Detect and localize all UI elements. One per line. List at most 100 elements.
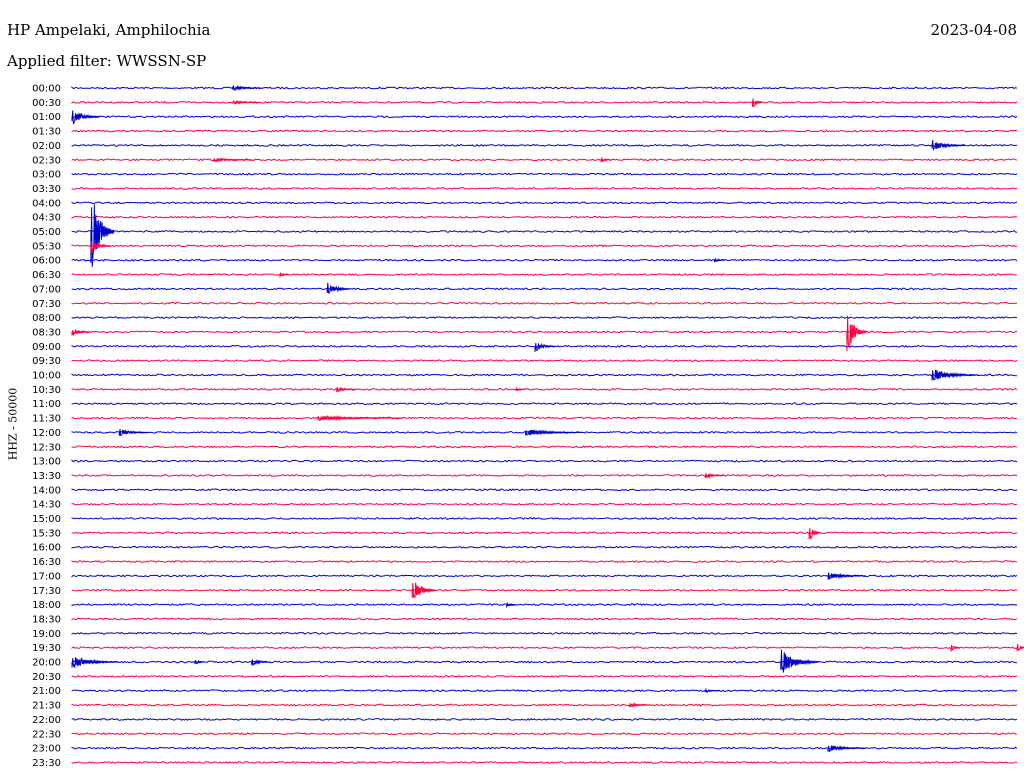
event-burst [600, 157, 611, 163]
trace-line [71, 100, 1018, 104]
row-time-label: 07:00 [32, 284, 61, 295]
trace-line [71, 488, 1018, 492]
trace-line [71, 660, 1018, 664]
trace-line [71, 416, 1018, 420]
trace-line [71, 717, 1018, 721]
event-burst [90, 204, 115, 267]
event-burst [279, 272, 290, 278]
event-burst [827, 745, 866, 753]
event-burst [827, 572, 866, 580]
trace-line [71, 316, 1018, 320]
event-burst [931, 369, 980, 381]
row-time-label: 23:30 [32, 758, 61, 769]
trace-line [71, 215, 1018, 219]
event-burst [336, 386, 356, 393]
row-time-label: 01:30 [32, 127, 61, 138]
trace-rows: 00:00 00:30 01:00 01:30 02:00 02:30 03:00 03:30… [32, 84, 1024, 769]
event-burst [714, 258, 724, 263]
event-burst [704, 687, 720, 693]
row-time-label: 19:30 [32, 643, 61, 654]
row-time-label: 08:00 [32, 313, 61, 324]
trace-line [71, 387, 1018, 391]
trace-line [71, 545, 1018, 549]
event-burst [534, 342, 555, 352]
row-time-label: 21:00 [32, 686, 61, 697]
row-time-label: 03:00 [32, 170, 61, 181]
trace-line [71, 674, 1018, 678]
event-burst [71, 328, 92, 337]
event-burst [71, 110, 101, 125]
event-burst [950, 644, 961, 652]
row-time-label: 00:30 [32, 98, 61, 109]
event-burst [90, 241, 111, 253]
row-time-label: 10:30 [32, 385, 61, 396]
event-burst [704, 473, 725, 479]
trace-line [71, 172, 1018, 176]
event-burst [515, 386, 526, 392]
event-burst [525, 429, 582, 436]
row-time-label: 18:00 [32, 600, 61, 611]
filter-label: Applied filter: WWSSN-SP [7, 52, 207, 70]
station-name: HP Ampelaki, Amphilochia [7, 21, 211, 39]
event-burst [251, 658, 271, 667]
trace-line [71, 603, 1018, 607]
row-time-label: 20:30 [32, 672, 61, 683]
trace-line [71, 617, 1018, 621]
row-time-label: 04:30 [32, 213, 61, 224]
row-time-label: 18:30 [32, 614, 61, 625]
trace-line [71, 631, 1018, 635]
row-time-label: 15:30 [32, 528, 61, 539]
row-time-label: 12:30 [32, 442, 61, 453]
event-burst [808, 528, 821, 539]
trace-line [71, 474, 1018, 477]
trace-line [71, 703, 1017, 707]
trace-line [71, 129, 1018, 133]
trace-line [71, 588, 1018, 592]
row-time-label: 10:00 [32, 371, 61, 382]
row-time-label: 05:30 [32, 241, 61, 252]
event-burst [751, 98, 762, 108]
event-burst [780, 649, 819, 673]
row-time-label: 13:30 [32, 471, 61, 482]
row-time-label: 19:00 [32, 629, 61, 640]
row-time-label: 09:00 [32, 342, 61, 353]
row-time-label: 16:00 [32, 543, 61, 554]
event-burst [71, 657, 120, 668]
event-burst [118, 429, 148, 437]
trace-line [71, 373, 1018, 377]
event-burst [213, 157, 252, 163]
trace-line [71, 560, 1018, 563]
event-burst [931, 139, 966, 152]
row-time-label: 11:30 [32, 414, 61, 425]
trace-line [71, 201, 1018, 205]
row-time-label: 02:00 [32, 141, 61, 152]
event-burst [232, 84, 261, 91]
trace-line [71, 517, 1018, 520]
trace-line [71, 402, 1018, 406]
row-time-label: 03:30 [32, 184, 61, 195]
row-time-label: 20:00 [32, 658, 61, 669]
trace-line [71, 761, 1018, 764]
trace-line [71, 273, 1018, 276]
row-time-label: 13:00 [32, 457, 61, 468]
trace-line [71, 359, 1018, 363]
row-time-label: 14:00 [32, 485, 61, 496]
event-burst [326, 282, 351, 294]
event-burst [317, 414, 403, 422]
row-time-label: 04:00 [32, 198, 61, 209]
row-time-label: 15:00 [32, 514, 61, 525]
trace-line [71, 301, 1018, 305]
row-time-label: 14:30 [32, 500, 61, 511]
row-time-label: 22:30 [32, 729, 61, 740]
row-time-label: 06:00 [32, 256, 61, 267]
row-time-label: 06:30 [32, 270, 61, 281]
event-burst [1016, 643, 1024, 652]
row-time-label: 17:30 [32, 586, 61, 597]
event-burst [194, 659, 205, 665]
trace-line [71, 646, 1018, 650]
trace-line [71, 115, 1018, 119]
event-burst [506, 602, 516, 608]
trace-line [71, 230, 1018, 233]
row-time-label: 02:30 [32, 155, 61, 166]
trace-line [71, 459, 1018, 463]
